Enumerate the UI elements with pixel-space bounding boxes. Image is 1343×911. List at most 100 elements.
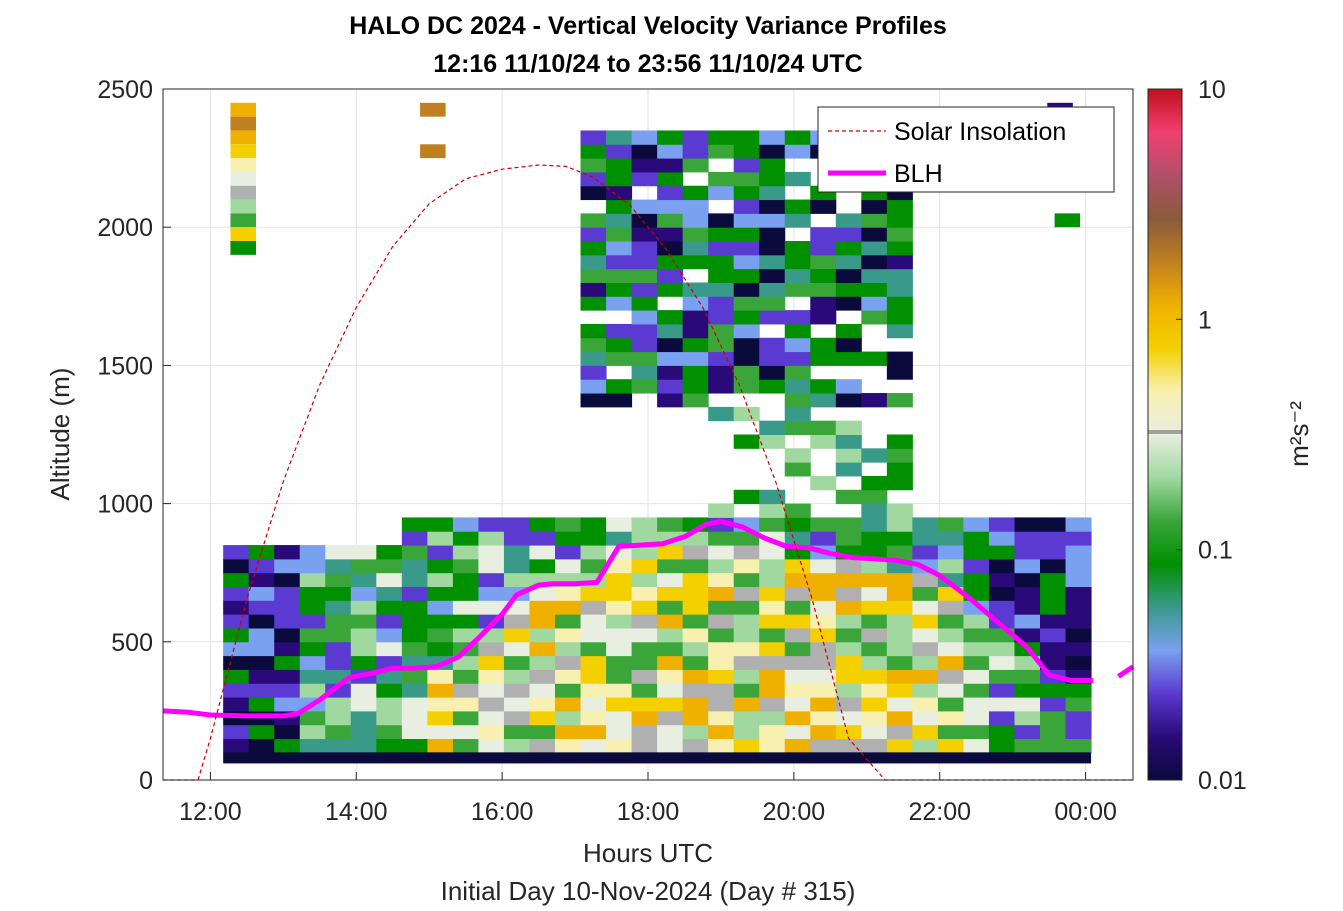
variance-cell bbox=[835, 614, 862, 629]
variance-cell bbox=[733, 489, 760, 505]
variance-cell bbox=[937, 724, 964, 740]
variance-cell bbox=[1040, 627, 1067, 643]
variance-cell bbox=[886, 697, 913, 712]
x-tick-label: 20:00 bbox=[763, 798, 826, 826]
variance-cell bbox=[580, 379, 607, 394]
variance-cell bbox=[733, 227, 760, 242]
variance-cell bbox=[708, 379, 735, 394]
variance-cell bbox=[759, 199, 786, 214]
variance-cell bbox=[886, 710, 913, 726]
variance-cell bbox=[529, 724, 556, 740]
variance-cell bbox=[452, 724, 479, 740]
variance-cell bbox=[631, 683, 658, 698]
variance-cell bbox=[733, 655, 760, 670]
variance-cell bbox=[682, 213, 709, 228]
variance-cell bbox=[478, 655, 505, 670]
variance-cell bbox=[580, 697, 607, 712]
variance-cell bbox=[835, 572, 862, 588]
variance-cell bbox=[350, 558, 377, 574]
variance-cell bbox=[733, 254, 760, 270]
variance-cell bbox=[1065, 614, 1092, 629]
variance-cell bbox=[759, 641, 786, 657]
variance-cell bbox=[682, 600, 709, 615]
variance-cell bbox=[427, 724, 454, 740]
variance-cell bbox=[682, 254, 709, 270]
y-axis-label: Altitude (m) bbox=[45, 368, 75, 501]
variance-cell bbox=[350, 683, 377, 698]
variance-cell bbox=[657, 365, 684, 380]
variance-cell bbox=[784, 641, 811, 657]
variance-cell bbox=[759, 683, 786, 698]
variance-cell bbox=[452, 517, 479, 532]
variance-cell bbox=[988, 531, 1015, 546]
variance-cell bbox=[886, 448, 913, 463]
colorbar-tick-label: 0.01 bbox=[1198, 767, 1247, 795]
variance-cell bbox=[503, 683, 530, 698]
variance-cell bbox=[912, 683, 939, 698]
variance-cell bbox=[376, 572, 403, 588]
variance-cell bbox=[759, 171, 786, 187]
variance-cell bbox=[376, 627, 403, 643]
variance-cell bbox=[606, 337, 633, 353]
variance-cell bbox=[682, 365, 709, 380]
variance-cell bbox=[631, 282, 658, 297]
variance-cell bbox=[529, 683, 556, 698]
variance-cell bbox=[886, 614, 913, 629]
variance-cell bbox=[682, 655, 709, 670]
variance-cell bbox=[631, 144, 658, 159]
variance-cell bbox=[230, 171, 256, 186]
variance-cell bbox=[784, 517, 811, 532]
variance-cell bbox=[223, 558, 250, 574]
variance-cell bbox=[886, 503, 913, 518]
variance-cell bbox=[937, 517, 964, 532]
variance-cell bbox=[274, 738, 301, 753]
variance-cell bbox=[759, 489, 786, 505]
variance-cell bbox=[401, 724, 428, 740]
variance-cell bbox=[606, 600, 633, 615]
variance-cell bbox=[631, 627, 658, 643]
variance-cell bbox=[886, 462, 913, 477]
variance-cell bbox=[478, 641, 505, 657]
variance-cell bbox=[733, 710, 760, 726]
variance-cell bbox=[606, 227, 633, 242]
variance-cell bbox=[708, 296, 735, 311]
colorbar-tick-label: 10 bbox=[1198, 76, 1226, 104]
variance-cell bbox=[759, 365, 786, 380]
variance-cell bbox=[810, 531, 837, 546]
variance-cell bbox=[452, 627, 479, 643]
variance-cell bbox=[350, 614, 377, 629]
variance-cell bbox=[631, 641, 658, 657]
variance-cell bbox=[657, 254, 684, 270]
variance-cell bbox=[682, 310, 709, 325]
variance-cell bbox=[784, 144, 811, 159]
variance-cell bbox=[682, 130, 709, 145]
variance-cell bbox=[810, 738, 837, 753]
variance-cell bbox=[861, 600, 888, 615]
variance-cell bbox=[682, 627, 709, 643]
variance-cell bbox=[733, 434, 760, 449]
variance-cell bbox=[657, 724, 684, 740]
variance-cell bbox=[810, 310, 837, 325]
variance-cell bbox=[784, 213, 811, 228]
variance-cell bbox=[861, 199, 888, 214]
variance-cell bbox=[274, 586, 301, 601]
variance-cell bbox=[427, 586, 454, 601]
variance-cell bbox=[733, 572, 760, 588]
variance-cell bbox=[861, 489, 888, 505]
variance-cell bbox=[401, 641, 428, 657]
variance-cell bbox=[759, 379, 786, 394]
variance-cell bbox=[657, 697, 684, 712]
variance-cell bbox=[784, 462, 811, 477]
variance-cell bbox=[606, 683, 633, 698]
variance-cell bbox=[810, 199, 837, 214]
variance-cell bbox=[274, 697, 301, 712]
variance-cell bbox=[580, 558, 607, 574]
variance-cell bbox=[478, 545, 505, 560]
variance-cell bbox=[631, 517, 658, 532]
variance-cell bbox=[937, 531, 964, 546]
variance-cell bbox=[401, 738, 428, 753]
variance-cell bbox=[1014, 600, 1041, 615]
colorbar-fill bbox=[1148, 89, 1182, 780]
variance-cell bbox=[861, 213, 888, 228]
